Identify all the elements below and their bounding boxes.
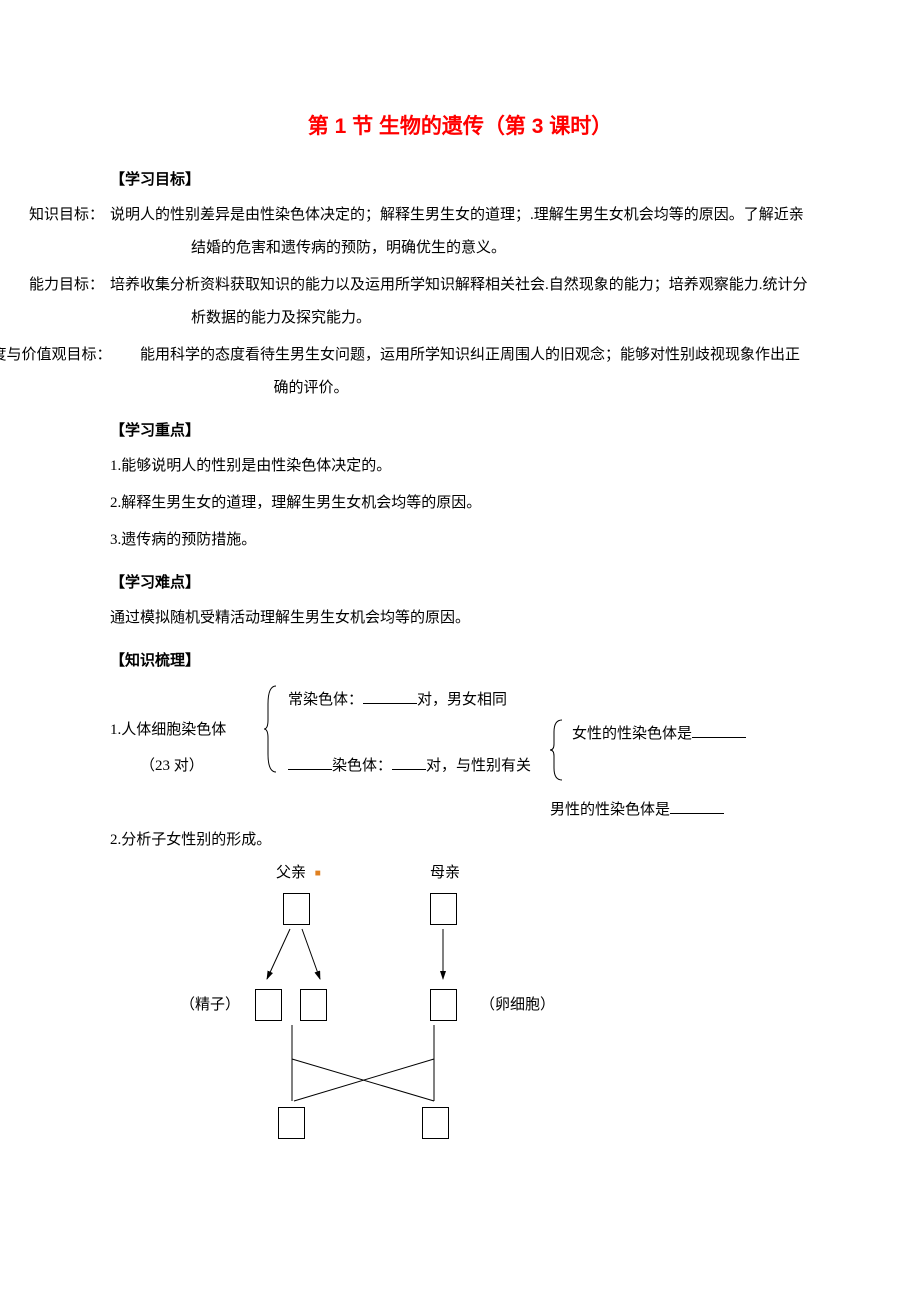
focus-heading: 【学习重点】 [110,419,810,440]
knowledge-heading: 【知识梳理】 [110,649,810,670]
page: 第 1 节 生物的遗传（第 3 课时） 【学习目标】 知识目标：说明人的性别差异… [0,0,920,1302]
blank-input[interactable] [363,688,417,704]
dot-icon: ■ [310,868,321,879]
goals-heading: 【学习目标】 [110,168,810,189]
goals-ability-text: 培养收集分析资料获取知识的能力以及运用所学知识解释相关社会.自然现象的能力；培养… [110,277,808,326]
flowchart-box[interactable] [430,989,457,1021]
flowchart-box[interactable] [283,893,310,925]
d1-upper-a: 常染色体： [288,692,363,708]
goals-attitude-label: 情感态度与价值观目标： [110,339,140,372]
d1-lower-b: 对，与性别有关 [426,758,531,774]
d1-upper-line: 常染色体： 对，男女相同 [288,688,507,709]
goals-knowledge: 知识目标：说明人的性别差异是由性染色体决定的；解释生男生女的道理；.理解生男生女… [110,199,810,265]
goals-attitude: 情感态度与价值观目标：能用科学的态度看待生男生女问题，运用所学知识纠正周围人的旧… [110,339,810,405]
d1-lower-line: 染色体： 对，与性别有关 [288,754,531,775]
focus-item-2: 2.解释生男生女的道理，理解生男生女机会均等的原因。 [110,487,810,520]
blank-input[interactable] [692,722,746,738]
d1-left-label-1: 1.人体细胞染色体 [110,718,226,739]
blank-input[interactable] [392,754,426,770]
d1-lower-a: 染色体： [332,758,392,774]
difficulty-heading: 【学习难点】 [110,571,810,592]
left-brace-icon [262,684,280,774]
blank-input[interactable] [670,798,724,814]
flowchart-box[interactable] [255,989,282,1021]
focus-item-3: 3.遗传病的预防措施。 [110,524,810,557]
d1-left-label-2: （23 对） [140,754,204,775]
d1-upper-b: 对，男女相同 [417,692,507,708]
sex-formation-diagram: 父亲 ■ 母亲 （精子） （卵细胞） [110,861,810,1161]
egg-label: （卵细胞） [480,993,555,1014]
d1-right-lower: 男性的性染色体是 [550,798,724,819]
flowchart-box[interactable] [430,893,457,925]
sperm-label: （精子） [180,993,240,1014]
d1-r-upper-text: 女性的性染色体是 [572,726,692,742]
father-label: 父亲 ■ [276,861,321,882]
goals-attitude-text: 能用科学的态度看待生男生女问题，运用所学知识纠正周围人的旧观念；能够对性别歧视现… [140,347,800,396]
mother-label: 母亲 [430,861,460,882]
flowchart-box[interactable] [422,1107,449,1139]
blank-input[interactable] [288,754,332,770]
chromosome-brace-diagram: 1.人体细胞染色体 （23 对） 常染色体： 对，男女相同 染色体： 对，与性别有关… [110,680,810,810]
d1-right-upper: 女性的性染色体是 [572,722,746,743]
goals-ability: 能力目标：培养收集分析资料获取知识的能力以及运用所学知识解释相关社会.自然现象的… [110,269,810,335]
focus-item-1: 1.能够说明人的性别是由性染色体决定的。 [110,450,810,483]
k2-heading: 2.分析子女性别的形成。 [110,824,810,857]
difficulty-text: 通过模拟随机受精活动理解生男生女机会均等的原因。 [110,602,810,635]
right-brace-icon [548,718,566,782]
goals-knowledge-text: 说明人的性别差异是由性染色体决定的；解释生男生女的道理；.理解生男生女机会均等的… [110,207,804,256]
flowchart-box[interactable] [278,1107,305,1139]
page-title: 第 1 节 生物的遗传（第 3 课时） [110,110,810,140]
flowchart-box[interactable] [300,989,327,1021]
d1-r-lower-text: 男性的性染色体是 [550,802,670,818]
